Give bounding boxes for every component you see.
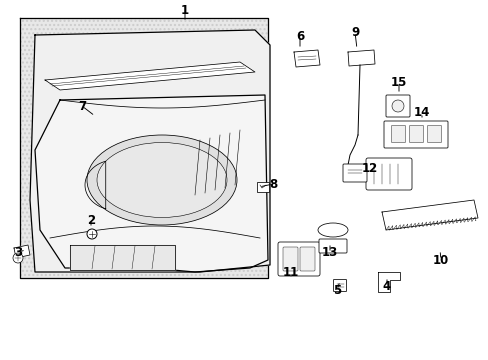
FancyBboxPatch shape <box>385 95 409 117</box>
Polygon shape <box>14 245 30 258</box>
Circle shape <box>87 229 97 239</box>
Text: 2: 2 <box>87 213 95 226</box>
Polygon shape <box>30 30 269 272</box>
Circle shape <box>13 253 23 263</box>
FancyBboxPatch shape <box>408 126 423 143</box>
Text: 10: 10 <box>432 253 448 266</box>
FancyBboxPatch shape <box>391 126 405 143</box>
Ellipse shape <box>87 135 237 225</box>
Polygon shape <box>377 272 399 292</box>
Circle shape <box>391 100 403 112</box>
Text: 12: 12 <box>361 162 377 175</box>
Text: 9: 9 <box>350 26 358 39</box>
FancyBboxPatch shape <box>365 158 411 190</box>
Text: 7: 7 <box>78 99 86 112</box>
FancyBboxPatch shape <box>342 164 366 182</box>
FancyBboxPatch shape <box>333 279 346 292</box>
Polygon shape <box>35 95 267 272</box>
FancyBboxPatch shape <box>283 247 297 271</box>
FancyBboxPatch shape <box>257 182 268 192</box>
FancyBboxPatch shape <box>278 242 319 276</box>
FancyBboxPatch shape <box>299 247 314 271</box>
Polygon shape <box>45 62 254 90</box>
Text: 13: 13 <box>321 247 337 260</box>
Polygon shape <box>20 18 267 278</box>
Text: 1: 1 <box>181 4 189 18</box>
Polygon shape <box>347 50 374 66</box>
Text: 15: 15 <box>390 76 407 89</box>
FancyBboxPatch shape <box>383 121 447 148</box>
Text: 3: 3 <box>14 246 22 258</box>
FancyBboxPatch shape <box>427 126 441 143</box>
Polygon shape <box>381 200 477 230</box>
Text: 14: 14 <box>413 107 429 120</box>
Ellipse shape <box>317 223 347 237</box>
Text: 5: 5 <box>332 284 341 297</box>
Text: 11: 11 <box>282 266 299 279</box>
Polygon shape <box>293 50 319 67</box>
Text: 6: 6 <box>295 30 304 42</box>
Text: 4: 4 <box>382 280 390 293</box>
Polygon shape <box>70 245 175 270</box>
FancyBboxPatch shape <box>318 239 346 253</box>
Ellipse shape <box>97 143 226 217</box>
Text: 8: 8 <box>268 177 277 190</box>
